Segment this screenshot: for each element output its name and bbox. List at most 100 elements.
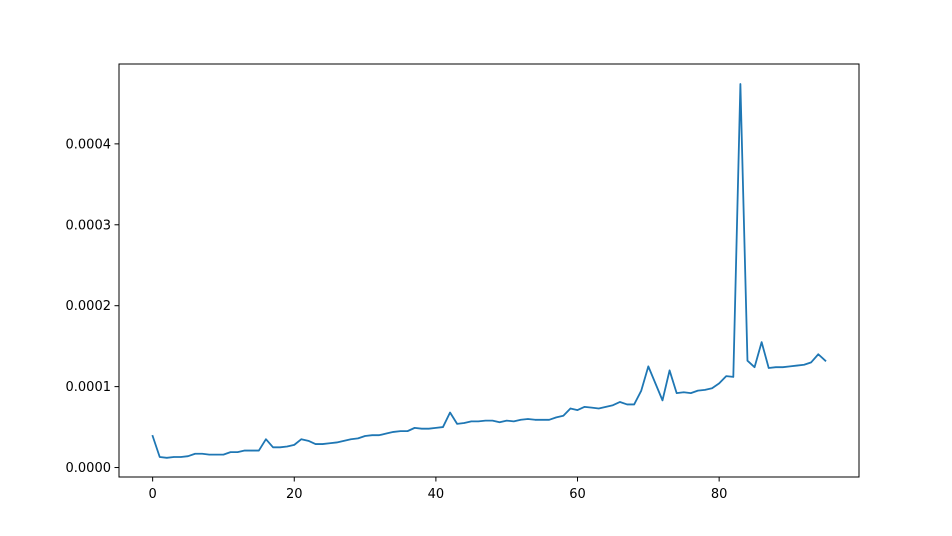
data-point	[718, 382, 720, 384]
data-point	[711, 387, 713, 389]
data-point	[520, 419, 522, 421]
data-point	[385, 432, 387, 435]
data-point	[796, 364, 798, 367]
data-point	[414, 427, 416, 429]
data-point	[591, 407, 593, 409]
y-tick-label: 0.0004	[66, 137, 112, 152]
data-point	[768, 367, 770, 369]
data-point	[470, 420, 472, 423]
data-point	[364, 435, 366, 437]
data-point	[753, 366, 756, 368]
data-point	[668, 369, 671, 372]
data-point	[166, 457, 168, 459]
data-point	[435, 427, 437, 429]
x-tick-label: 20	[286, 487, 303, 502]
data-point	[548, 419, 550, 421]
data-point	[746, 360, 749, 362]
data-point	[421, 428, 423, 430]
data-point	[782, 366, 784, 368]
data-point	[463, 422, 465, 424]
data-point	[350, 438, 352, 440]
data-point	[584, 406, 586, 408]
data-point	[428, 428, 430, 430]
data-point	[258, 449, 260, 452]
data-point	[605, 406, 607, 408]
data-point	[484, 420, 487, 422]
y-tick-label: 0.0002	[66, 299, 112, 314]
data-point	[272, 446, 274, 448]
data-point	[817, 353, 819, 355]
data-point	[329, 442, 331, 444]
data-point	[222, 453, 225, 456]
data-point	[640, 390, 642, 392]
data-point	[555, 416, 557, 418]
data-point	[371, 434, 373, 436]
data-point	[633, 403, 635, 406]
data-point	[775, 366, 777, 368]
data-point	[491, 420, 494, 422]
series-line	[151, 83, 827, 459]
data-point	[576, 409, 579, 411]
data-point	[237, 451, 239, 453]
data-point	[690, 392, 692, 394]
data-point	[314, 443, 317, 445]
plot-area	[151, 83, 827, 459]
data-point	[732, 376, 734, 378]
data-point	[215, 453, 217, 456]
data-point	[392, 431, 394, 433]
data-point	[194, 453, 196, 455]
data-point	[789, 365, 791, 367]
data-point	[173, 456, 175, 458]
data-point	[307, 440, 310, 442]
data-point	[321, 443, 324, 445]
data-point	[619, 401, 621, 403]
data-point	[180, 456, 182, 458]
data-point	[442, 426, 444, 428]
data-point	[739, 83, 741, 85]
data-point	[676, 392, 678, 394]
data-point	[534, 419, 536, 421]
data-point	[251, 449, 253, 452]
data-point	[456, 423, 458, 425]
data-point	[201, 453, 203, 455]
data-point	[449, 411, 451, 414]
data-point	[647, 365, 649, 367]
data-point	[541, 419, 543, 421]
data-point	[357, 437, 359, 439]
data-point	[725, 375, 727, 377]
y-tick-label: 0.0000	[66, 461, 112, 476]
x-tick-label: 0	[148, 487, 156, 502]
data-point	[499, 421, 501, 423]
data-point	[286, 445, 288, 448]
data-point	[208, 453, 210, 456]
x-tick-label: 40	[428, 487, 445, 502]
data-point	[704, 389, 706, 391]
y-tick-label: 0.0001	[66, 380, 112, 395]
data-point	[406, 430, 409, 432]
y-axis: 0.0000 0.0001 0.0002 0.0003 0.0004	[66, 137, 119, 476]
y-tick-label: 0.0003	[66, 218, 112, 233]
data-point	[683, 391, 685, 393]
axes-frame	[118, 63, 860, 478]
data-point	[293, 444, 295, 446]
data-point	[803, 364, 805, 366]
data-point	[336, 441, 338, 444]
data-point	[562, 415, 564, 417]
data-point	[697, 390, 699, 392]
data-point	[279, 446, 281, 448]
data-point	[343, 440, 345, 442]
data-point	[477, 420, 479, 423]
data-point	[598, 407, 600, 410]
data-point	[152, 435, 154, 437]
data-point	[661, 399, 664, 401]
x-tick-label: 60	[569, 487, 586, 502]
data-point	[159, 456, 161, 458]
x-tick-label: 80	[711, 487, 728, 502]
data-point	[265, 438, 267, 440]
data-point	[378, 434, 380, 436]
data-point	[187, 455, 189, 457]
data-point	[300, 438, 302, 440]
data-point	[569, 407, 572, 410]
